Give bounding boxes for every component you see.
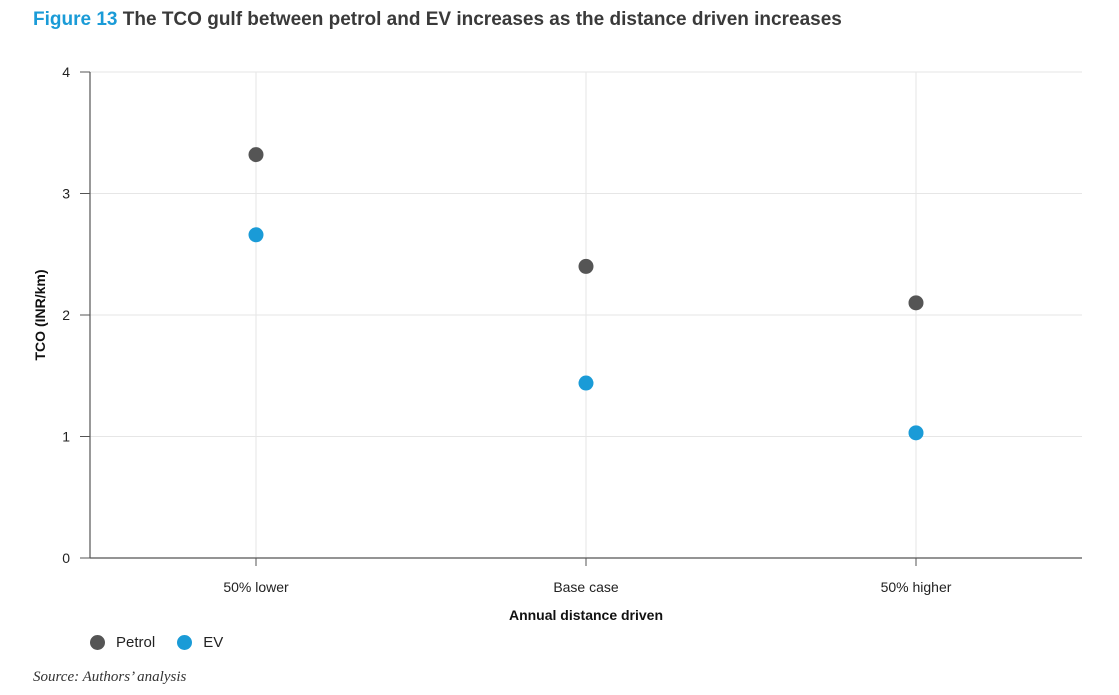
point-ev-1	[578, 375, 594, 391]
y-tick-label-1: 1	[62, 429, 70, 445]
scatter-chart: 0 1 2 3 4 50% lower Base case 50% higher TCO (…	[32, 64, 1082, 623]
data-points	[248, 147, 924, 441]
figure-title: The TCO gulf between petrol and EV incre…	[122, 9, 842, 30]
y-tick-label-4: 4	[62, 64, 70, 80]
point-petrol-0	[248, 147, 264, 163]
y-axis-ticks: 0 1 2 3 4	[62, 64, 90, 566]
point-petrol-1	[578, 258, 594, 274]
y-axis-label: TCO (INR/km)	[32, 270, 48, 361]
chart-title: Figure 13 The TCO gulf between petrol an…	[33, 9, 842, 31]
legend-label-ev: EV	[203, 634, 224, 651]
legend-item-ev: EV	[177, 634, 223, 651]
x-axis-label: Annual distance driven	[509, 607, 663, 623]
y-tick-label-2: 2	[62, 307, 70, 323]
point-petrol-2	[908, 295, 924, 311]
legend-item-petrol: Petrol	[90, 634, 155, 651]
legend-swatch-ev	[177, 635, 193, 650]
y-tick-label-0: 0	[62, 550, 70, 566]
legend-swatch-petrol	[90, 635, 105, 650]
y-tick-label-3: 3	[62, 186, 70, 202]
x-tick-label-1: Base case	[553, 579, 619, 595]
figure-number: Figure 13	[33, 9, 118, 30]
gridlines	[90, 71, 1082, 558]
x-tick-label-0: 50% lower	[223, 579, 289, 595]
point-ev-2	[908, 425, 924, 441]
x-tick-label-2: 50% higher	[881, 579, 952, 595]
source-note: Source: Authors’ analysis	[33, 669, 187, 685]
point-ev-0	[248, 227, 264, 243]
legend-label-petrol: Petrol	[116, 634, 156, 651]
legend: Petrol EV	[90, 634, 245, 651]
x-axis-ticks: 50% lower Base case 50% higher	[223, 558, 952, 595]
